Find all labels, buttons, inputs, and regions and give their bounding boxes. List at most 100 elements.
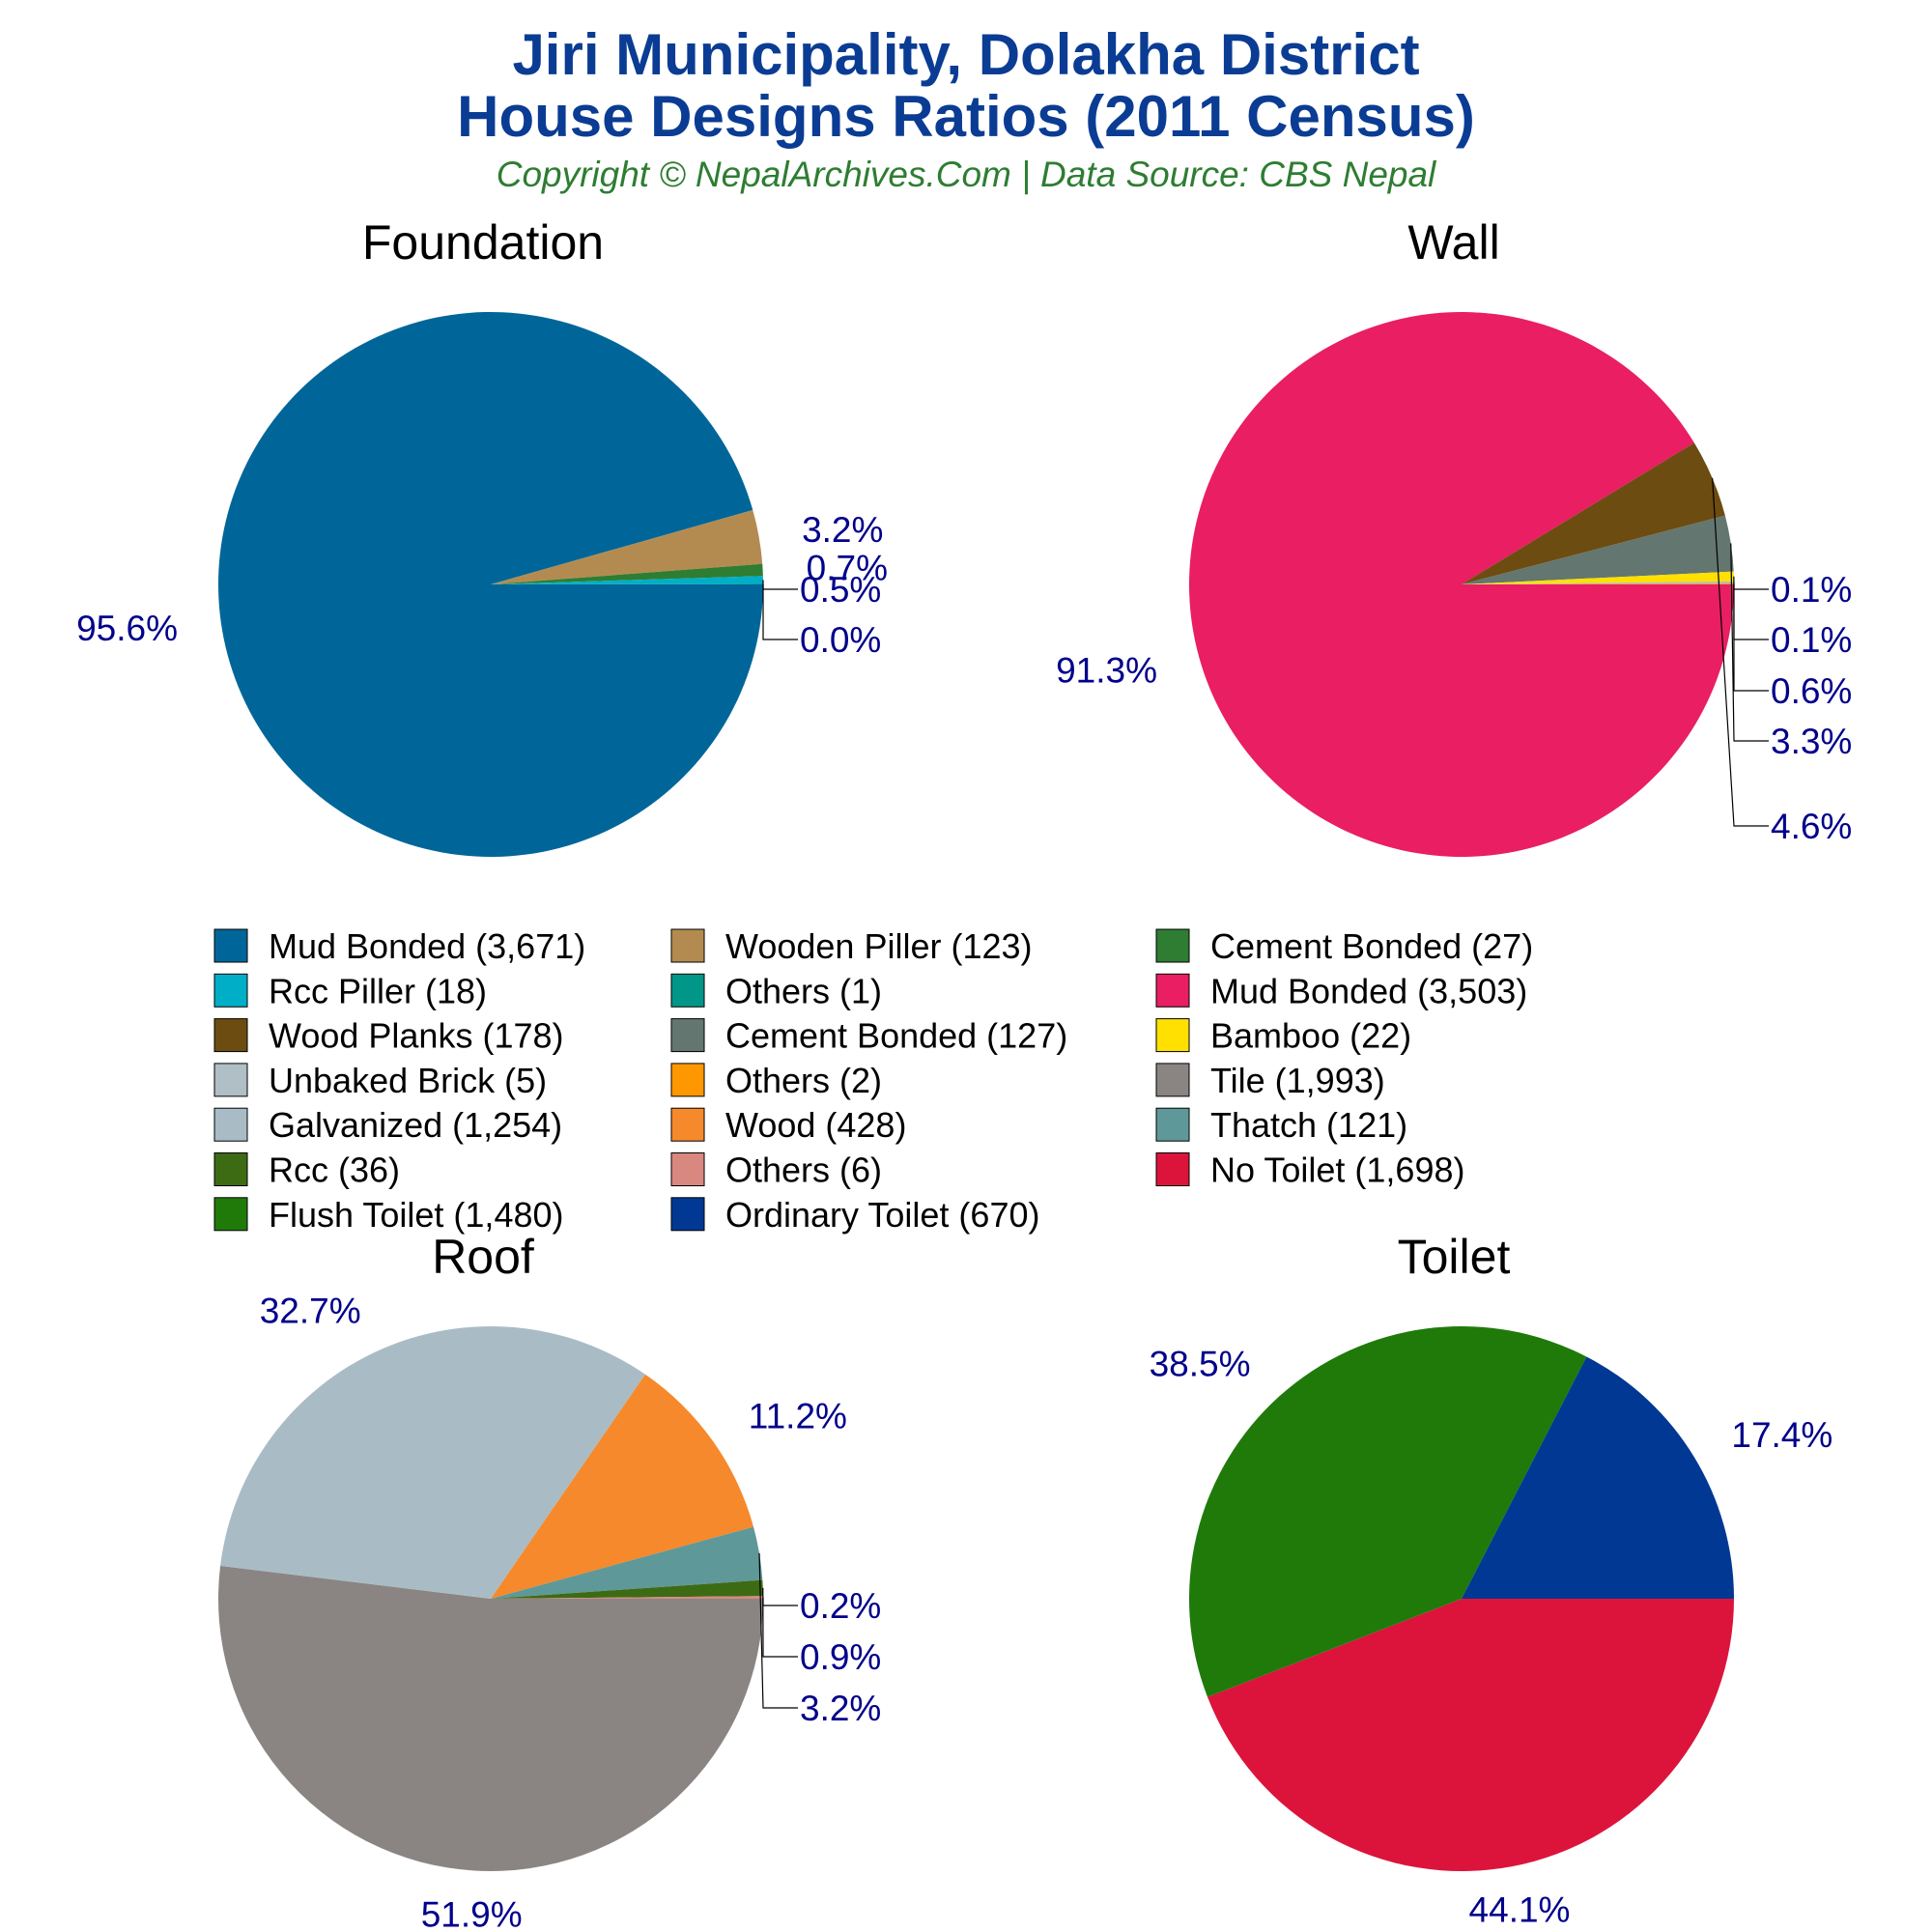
legend-swatch-wood-planks-178	[213, 1018, 248, 1053]
data-label-roof-thatch: 3.2%	[800, 1689, 881, 1728]
pie-slice-roof-others	[491, 1596, 763, 1599]
pie-chart-foundation: 95.6% 3.2%0.7%0.5% 0.0%	[76, 312, 888, 858]
pie-slice-wall-others	[1462, 583, 1734, 584]
data-label-wall-unbaked-brick: 0.1%	[1771, 620, 1852, 660]
pie-slice-foundation-mud-bonded	[217, 312, 764, 858]
legend-swatch-no-toilet-1-698	[1155, 1152, 1190, 1186]
legend-swatch-others-2	[670, 1063, 705, 1097]
pie-slice-wall-cement-bonded	[1462, 515, 1734, 584]
pie-chart-wall: 91.3% 4.6% 3.3% 0.6% 0.1% 0.1%	[1056, 312, 1852, 858]
data-label-wall-cement-bonded: 3.3%	[1771, 722, 1852, 761]
page-title-line-2: House Designs Ratios (2011 Census)	[457, 84, 1475, 149]
legend-swatch-rcc-36	[213, 1152, 248, 1186]
pie-slice-roof-rcc	[491, 1579, 763, 1599]
legend-swatch-mud-bonded-3-671	[213, 928, 248, 963]
leader-line-wall-others	[1733, 583, 1769, 590]
legend-label-wood-428: Wood (428)	[725, 1105, 906, 1145]
legend: Mud Bonded (3,671) Rcc Piller (18) Wood Pl…	[213, 926, 1533, 1235]
legend-label-ordinary-toilet-670: Ordinary Toilet (670)	[725, 1195, 1039, 1235]
legend-swatch-wood-428	[670, 1107, 705, 1142]
legend-label-mud-bonded-3-503: Mud Bonded (3,503)	[1210, 971, 1527, 1010]
leader-line-foundation-others	[762, 583, 798, 640]
legend-label-cement-bonded-127: Cement Bonded (127)	[725, 1016, 1067, 1056]
legend-swatch-others-6	[670, 1152, 705, 1186]
legend-label-thatch-121: Thatch (121)	[1210, 1105, 1407, 1145]
pie-slice-roof-tile	[217, 1565, 763, 1872]
leader-line-roof-others	[762, 1597, 798, 1606]
data-label-toilet-flush-toilet: 38.5%	[1150, 1345, 1251, 1384]
legend-swatch-wooden-piller-123	[670, 928, 705, 963]
legend-swatch-tile-1-993	[1155, 1063, 1190, 1097]
pie-slice-wall-bamboo	[1462, 571, 1734, 584]
legend-label-others-2: Others (2)	[725, 1061, 882, 1100]
data-label-roof-others: 0.2%	[800, 1586, 881, 1626]
pie-slice-roof-galvanized	[220, 1326, 645, 1599]
data-label-toilet-ordinary-toilet: 17.4%	[1731, 1415, 1833, 1455]
pie-slice-foundation-cement-bonded	[491, 563, 763, 584]
legend-swatch-cement-bonded-27	[1155, 928, 1190, 963]
data-label-roof-wood: 11.2%	[749, 1397, 847, 1436]
pie-slice-toilet-flush-toilet	[1188, 1326, 1587, 1697]
data-label-foundation-wooden-piller: 3.2%	[802, 510, 883, 550]
legend-label-flush-toilet-1-480: Flush Toilet (1,480)	[269, 1195, 564, 1235]
legend-label-wooden-piller-123: Wooden Piller (123)	[725, 926, 1033, 966]
chart-title-toilet: Toilet	[1398, 1230, 1511, 1284]
data-label-wall-wood-planks: 4.6%	[1771, 807, 1852, 846]
legend-swatch-flush-toilet-1-480	[213, 1197, 248, 1232]
pie-chart-toilet: 44.1% 38.5% 17.4%	[1150, 1326, 1833, 1930]
page-subtitle: Copyright © NepalArchives.Com | Data Sou…	[496, 155, 1436, 194]
pie-slice-wall-wood-planks	[1462, 442, 1725, 584]
chart-title-roof: Roof	[432, 1230, 534, 1284]
leader-line-wall-wood-planks	[1712, 477, 1769, 827]
pie-slice-toilet-no-toilet	[1207, 1599, 1734, 1872]
legend-label-bamboo-22: Bamboo (22)	[1210, 1016, 1411, 1056]
data-label-roof-rcc: 0.9%	[800, 1637, 881, 1677]
legend-swatch-cement-bonded-127	[670, 1018, 705, 1053]
data-label-foundation-rcc-piller: 0.5%	[800, 570, 881, 610]
data-label-toilet-no-toilet: 44.1%	[1469, 1890, 1571, 1930]
data-label-foundation-mud-bonded: 95.6%	[76, 609, 178, 648]
legend-swatch-unbaked-brick-5	[213, 1063, 248, 1097]
legend-swatch-ordinary-toilet-670	[670, 1197, 705, 1232]
legend-label-others-1: Others (1)	[725, 971, 882, 1010]
data-label-foundation-cement-bonded: 0.7%	[807, 549, 888, 588]
page-title-line-1: Jiri Municipality, Dolakha District	[512, 22, 1420, 87]
data-label-roof-tile: 51.9%	[421, 1895, 523, 1932]
pie-slice-roof-thatch	[491, 1526, 763, 1599]
data-label-roof-galvanized: 32.7%	[260, 1292, 361, 1331]
legend-label-others-6: Others (6)	[725, 1151, 882, 1190]
pie-chart-roof: 51.9% 32.7% 11.2% 3.2% 0.9% 0.2%	[217, 1292, 881, 1932]
data-label-foundation-others: 0.0%	[800, 620, 881, 660]
leader-line-wall-cement-bonded	[1730, 543, 1769, 742]
legend-label-no-toilet-1-698: No Toilet (1,698)	[1210, 1151, 1464, 1190]
legend-swatch-bamboo-22	[1155, 1018, 1190, 1053]
legend-swatch-mud-bonded-3-503	[1155, 973, 1190, 1008]
legend-label-galvanized-1-254: Galvanized (1,254)	[269, 1105, 562, 1145]
legend-label-rcc-36: Rcc (36)	[269, 1151, 400, 1190]
pie-slice-wall-unbaked-brick	[1462, 581, 1734, 584]
legend-label-wood-planks-178: Wood Planks (178)	[269, 1016, 564, 1056]
legend-label-unbaked-brick-5: Unbaked Brick (5)	[269, 1061, 547, 1100]
legend-swatch-galvanized-1-254	[213, 1107, 248, 1142]
leader-line-wall-bamboo	[1733, 576, 1769, 692]
leader-line-roof-thatch	[758, 1552, 798, 1709]
leader-line-roof-rcc	[762, 1587, 798, 1658]
pie-slice-roof-wood	[491, 1374, 754, 1599]
chart-title-foundation: Foundation	[362, 215, 604, 270]
chart-title-wall: Wall	[1407, 215, 1499, 270]
leader-line-foundation-rcc-piller	[762, 580, 798, 590]
legend-swatch-rcc-piller-18	[213, 973, 248, 1008]
leader-line-wall-unbaked-brick	[1733, 582, 1769, 640]
legend-label-tile-1-993: Tile (1,993)	[1210, 1061, 1385, 1100]
legend-label-cement-bonded-27: Cement Bonded (27)	[1210, 926, 1533, 966]
pie-slice-foundation-rcc-piller	[491, 576, 763, 584]
legend-swatch-others-1	[670, 973, 705, 1008]
legend-label-mud-bonded-3-671: Mud Bonded (3,671)	[269, 926, 585, 966]
data-label-wall-mud-bonded: 91.3%	[1056, 650, 1157, 690]
legend-label-rcc-piller-18: Rcc Piller (18)	[269, 971, 487, 1010]
pie-slice-toilet-ordinary-toilet	[1462, 1356, 1734, 1599]
data-label-wall-bamboo: 0.6%	[1771, 671, 1852, 711]
data-label-wall-others: 0.1%	[1771, 570, 1852, 610]
legend-swatch-thatch-121	[1155, 1107, 1190, 1142]
